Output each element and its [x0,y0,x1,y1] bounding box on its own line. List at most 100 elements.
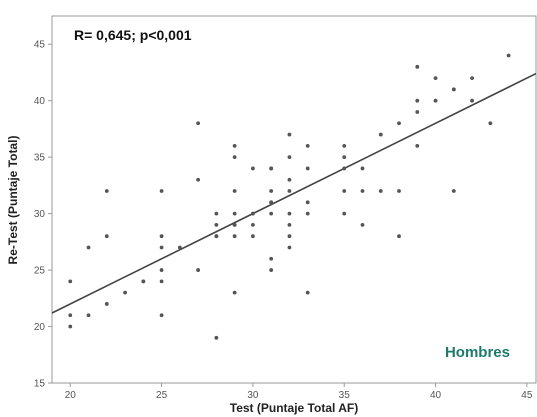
data-point [232,143,237,148]
y-tick-label: 20 [34,322,46,333]
data-point [305,200,310,205]
data-point [123,290,127,295]
data-point [269,211,274,216]
data-point [159,268,164,272]
data-point [159,189,164,193]
plot-frame [51,15,537,384]
data-point [360,166,365,171]
data-point [305,166,310,171]
data-point [433,98,438,103]
data-point [378,132,383,137]
x-axis: 20 25 30 35 40 45 [65,383,533,401]
data-point [269,166,274,171]
data-point [342,211,347,216]
data-point [287,189,292,193]
data-point [287,132,292,137]
data-point [86,313,91,318]
y-tick-label: 35 [34,153,46,164]
data-point [342,189,347,193]
data-point [451,189,456,193]
data-point [269,268,274,272]
y-tick-label: 25 [34,266,46,277]
data-point [68,279,73,284]
data-point [251,234,255,239]
data-point [506,53,511,58]
data-point [104,302,109,306]
data-point [269,189,274,193]
data-point [214,211,219,216]
data-point [196,177,201,182]
data-point [232,234,237,239]
data-point [86,245,91,250]
data-point [159,313,164,318]
x-tick-label: 20 [65,390,77,401]
x-tick-label: 35 [339,390,351,401]
data-point [287,234,292,239]
y-tick-label: 30 [34,209,46,220]
y-axis: 15 20 25 30 35 40 45 [34,40,52,390]
data-point [287,223,292,227]
data-point [415,143,420,148]
data-point [470,76,474,81]
data-point [397,121,401,126]
data-point [251,166,255,171]
data-point [232,223,237,227]
data-point [305,290,310,295]
data-point [269,256,274,261]
data-points [68,53,511,340]
data-point [269,200,274,205]
data-point [232,211,237,216]
data-point [232,189,237,193]
data-point [433,76,438,81]
x-tick-label: 25 [156,390,168,401]
data-point [159,234,164,239]
data-point [305,211,310,216]
data-point [342,155,347,160]
data-point [159,245,164,250]
data-point [196,268,201,272]
data-point [397,189,401,193]
y-tick-label: 15 [34,379,46,390]
x-tick-label: 40 [430,390,442,401]
data-point [68,313,73,318]
data-point [287,155,292,160]
data-point [214,223,219,227]
x-axis-title: Test (Puntaje Total AF) [230,401,358,415]
data-point [415,110,420,114]
regression-line [51,72,537,314]
data-point [214,234,219,239]
data-point [251,211,255,216]
data-point [287,211,292,216]
data-point [360,189,365,193]
data-point [305,143,310,148]
data-point [287,245,292,250]
data-point [378,189,383,193]
data-point [177,245,182,250]
data-point [488,121,493,126]
y-axis-title: Re-Test (Puntaje Total) [6,136,20,265]
data-point [104,234,109,239]
data-point [232,290,237,295]
x-tick-label: 30 [247,390,259,401]
data-point [470,98,474,103]
data-point [342,166,347,171]
data-point [68,324,73,329]
data-point [451,87,456,92]
data-point [415,98,420,103]
data-point [415,64,420,69]
correlation-annotation: R= 0,645; p<0,001 [74,27,192,43]
x-tick-label: 45 [521,390,533,401]
data-point [287,177,292,182]
data-point [104,189,109,193]
data-point [360,223,365,227]
data-point [159,279,164,284]
group-label: Hombres [445,344,510,361]
data-point [232,155,237,160]
data-point [196,121,201,126]
data-point [397,234,401,239]
y-tick-label: 40 [34,96,46,107]
data-point [141,279,146,284]
y-tick-label: 45 [34,40,46,51]
data-point [251,223,255,227]
